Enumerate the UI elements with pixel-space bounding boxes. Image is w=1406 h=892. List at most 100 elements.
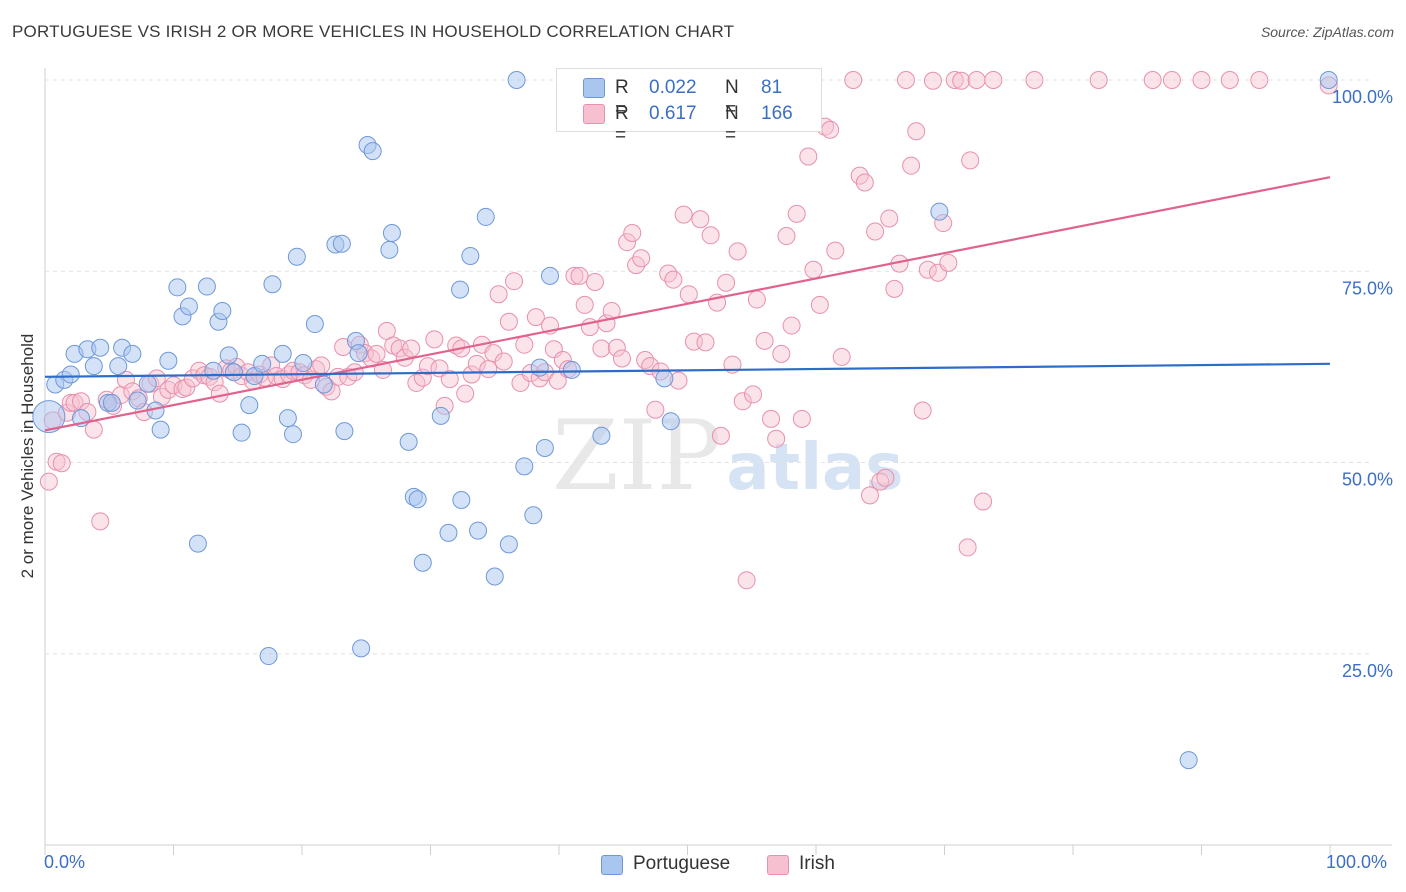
portuguese-legend-label: Portuguese — [633, 853, 731, 874]
irish-point — [39, 472, 58, 491]
portuguese-point — [352, 639, 371, 658]
portuguese-swatch — [583, 78, 605, 98]
irish-point — [1192, 71, 1211, 89]
irish-point — [772, 344, 791, 363]
portuguese-point — [451, 280, 470, 299]
portuguese-point — [408, 490, 427, 509]
portuguese-point — [380, 240, 399, 259]
irish-point — [844, 71, 863, 89]
portuguese-point — [439, 523, 458, 542]
irish-point — [782, 316, 801, 335]
irish-point — [974, 492, 993, 511]
portuguese-point — [382, 224, 401, 242]
irish-point — [860, 486, 879, 505]
portuguese-point — [287, 247, 306, 266]
irish-point — [575, 295, 594, 314]
legend-r-label: R = — [615, 103, 629, 146]
irish-point — [505, 272, 524, 291]
irish-point — [570, 266, 589, 285]
irish-point — [728, 242, 747, 261]
portuguese-legend-swatch — [601, 855, 623, 875]
irish-point — [679, 285, 698, 304]
irish-point — [691, 210, 710, 229]
portuguese-point — [204, 361, 223, 380]
portuguese-point — [240, 396, 259, 415]
irish-point — [1089, 71, 1108, 89]
portuguese-point — [273, 344, 292, 363]
irish-point — [479, 360, 498, 379]
portuguese-point — [259, 647, 278, 666]
irish-point — [177, 378, 196, 397]
portuguese-point — [499, 535, 518, 554]
irish-point — [91, 512, 110, 531]
y-tick-label: 100.0% — [1332, 87, 1393, 107]
irish-trend-line — [44, 176, 1331, 432]
portuguese-point — [284, 425, 303, 444]
irish-legend-swatch — [767, 855, 789, 875]
irish-point — [733, 392, 752, 411]
irish-point — [659, 264, 678, 283]
irish-point — [717, 273, 736, 292]
irish-point — [855, 173, 874, 192]
chart-title: PORTUGUESE VS IRISH 2 OR MORE VEHICLES I… — [12, 22, 735, 41]
irish-point — [646, 400, 665, 419]
portuguese-point — [314, 375, 333, 394]
stats-legend: R = 0.022 N = 81 R = 0.617 N = 166 — [556, 68, 822, 146]
irish-point — [345, 363, 364, 382]
portuguese-point — [476, 207, 495, 226]
portuguese-point — [197, 277, 216, 296]
irish-point — [632, 249, 651, 268]
source-label: Source: ZipAtlas.com — [1260, 24, 1394, 40]
portuguese-point — [461, 246, 480, 265]
portuguese-points — [32, 71, 1338, 770]
portuguese-point — [61, 365, 80, 384]
portuguese-point — [123, 344, 142, 363]
legend-r-value: 0.022 — [649, 77, 697, 98]
grid-lines — [45, 79, 1370, 655]
portuguese-point — [263, 275, 282, 294]
irish-point — [339, 367, 358, 386]
portuguese-point — [507, 71, 526, 89]
portuguese-point — [138, 374, 157, 393]
portuguese-point — [530, 358, 549, 377]
zipatlas-watermark: ZIP atlas — [552, 400, 903, 512]
irish-swatch — [583, 104, 605, 124]
axes — [44, 68, 1392, 855]
portuguese-point — [515, 457, 534, 476]
irish-point — [1025, 71, 1044, 89]
portuguese-point — [335, 422, 354, 441]
portuguese-point — [349, 344, 368, 363]
irish-point — [984, 71, 1003, 89]
irish-point — [607, 338, 626, 357]
irish-point — [961, 151, 980, 170]
irish-point — [696, 333, 715, 352]
irish-point — [367, 344, 386, 363]
portuguese-point — [109, 357, 128, 376]
watermark-zip: ZIP — [552, 400, 722, 512]
legend-n-value: 81 — [761, 77, 783, 98]
portuguese-point — [305, 315, 324, 334]
irish-point — [821, 120, 840, 139]
legend-r-value: 0.617 — [649, 103, 697, 124]
irish-point — [737, 571, 756, 590]
irish-point — [876, 468, 895, 487]
portuguese-point — [128, 391, 147, 410]
irish-point — [425, 330, 444, 349]
irish-point — [1143, 71, 1162, 89]
portuguese-point — [1179, 751, 1198, 770]
portuguese-point — [431, 406, 450, 425]
x-axis-min-label: 0.0% — [44, 852, 86, 872]
portuguese-point — [253, 354, 272, 373]
portuguese-point — [541, 266, 560, 285]
legend-n-label: N = — [725, 103, 739, 146]
irish-legend-label: Irish — [799, 853, 835, 874]
irish-point — [462, 365, 481, 384]
irish-point — [456, 384, 475, 403]
irish-point — [1162, 71, 1181, 89]
irish-point — [787, 204, 806, 223]
portuguese-point — [224, 363, 243, 382]
irish-point — [499, 312, 518, 331]
irish-point — [711, 426, 730, 445]
portuguese-point — [363, 142, 382, 161]
